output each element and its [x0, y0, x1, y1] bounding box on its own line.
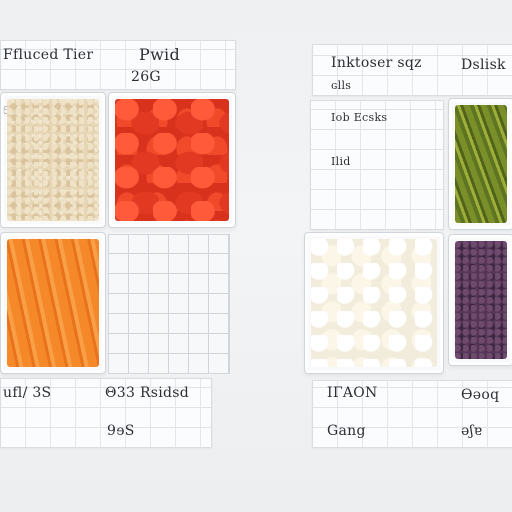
right-mid-label-card: Iob Ecsks Ilid	[310, 100, 444, 230]
red-pepper-food	[115, 99, 229, 221]
container-purple	[448, 234, 512, 366]
greens-food	[455, 105, 507, 223]
container-grain	[0, 92, 106, 228]
left-bottom-label-card: ufl/ 3S Θ33 Rsidsd 9ɘS	[0, 378, 212, 448]
left-top-label-line1: Ffluced Tier	[3, 47, 94, 63]
left-top-label-line3: 26G	[131, 69, 161, 85]
right-bottom-label-line4: ǝʃɐ	[461, 423, 483, 439]
container-red-pepper	[108, 92, 236, 228]
right-top-label-line2: Dslisk	[461, 57, 506, 73]
container-cauliflower	[304, 232, 444, 374]
right-bottom-label-line1: IΓAON	[327, 385, 378, 401]
right-mid-label-line2: Ilid	[331, 155, 351, 168]
cauliflower-food	[311, 239, 437, 367]
right-top-label-card: Inktoser sqz Dslisk ɢlls	[312, 44, 512, 96]
grain-food	[7, 99, 99, 221]
carrot-food	[7, 239, 99, 367]
right-bottom-label-line3: Gang	[327, 423, 366, 439]
left-top-label-line2: Pwid	[139, 45, 181, 64]
right-mid-label-line1: Iob Ecsks	[331, 111, 388, 124]
container-greens	[448, 98, 512, 230]
container-carrot	[0, 232, 106, 374]
purple-food	[455, 241, 507, 359]
left-bottom-label-line3: 9ɘS	[107, 423, 135, 439]
left-bottom-label-line2: Θ33 Rsidsd	[105, 385, 190, 401]
right-bottom-label-line2: Ɵǝoq	[461, 387, 500, 403]
left-grid-panel	[108, 234, 230, 374]
right-bottom-label-card: IΓAON Ɵǝoq Gang ǝʃɐ	[312, 380, 512, 448]
right-top-label-line3: ɢlls	[331, 79, 352, 92]
left-bottom-label-line1: ufl/ 3S	[3, 385, 52, 401]
left-top-label-card: Ffluced Tier Pwid 26G	[0, 40, 236, 90]
right-top-label-line1: Inktoser sqz	[331, 55, 422, 71]
